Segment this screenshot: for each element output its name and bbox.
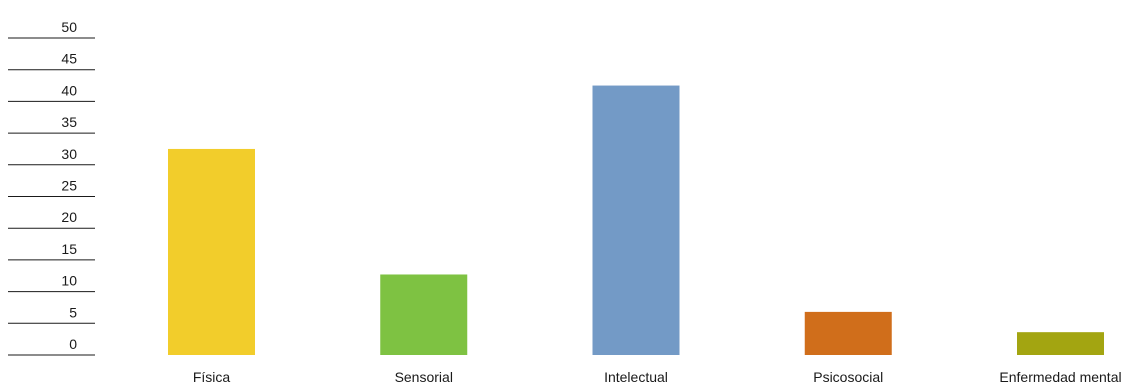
y-tick-label: 30 [61,146,77,162]
y-tick-label: 45 [61,51,77,67]
y-tick-label: 20 [61,209,77,225]
bar-enfermedad-mental [1017,332,1104,355]
x-category-label: Psicosocial [813,369,883,383]
bar-intelectual [592,85,680,356]
bar-sensorial [380,274,468,355]
y-axis: 0 5 10 15 20 25 30 35 40 45 50 [8,19,95,356]
y-tick-label: 10 [61,273,77,289]
y-tick-label: 35 [61,114,77,130]
x-category-label: Sensorial [395,369,453,383]
bars [168,85,1104,356]
x-category-label: Enfermedad mental [999,369,1121,383]
bar-psicosocial [804,311,892,355]
x-category-label: Física [193,369,231,383]
y-tick-label: 15 [61,241,77,257]
y-tick-label: 40 [61,82,77,98]
y-tick-label: 5 [69,304,77,320]
y-tick-label: 50 [61,19,77,35]
x-axis: Física Sensorial Intelectual Psicosocial Enf… [193,369,1122,383]
y-tick-label: 25 [61,178,77,194]
bar-física [168,148,255,355]
x-category-label: Intelectual [604,369,668,383]
y-tick-label: 0 [69,336,77,352]
